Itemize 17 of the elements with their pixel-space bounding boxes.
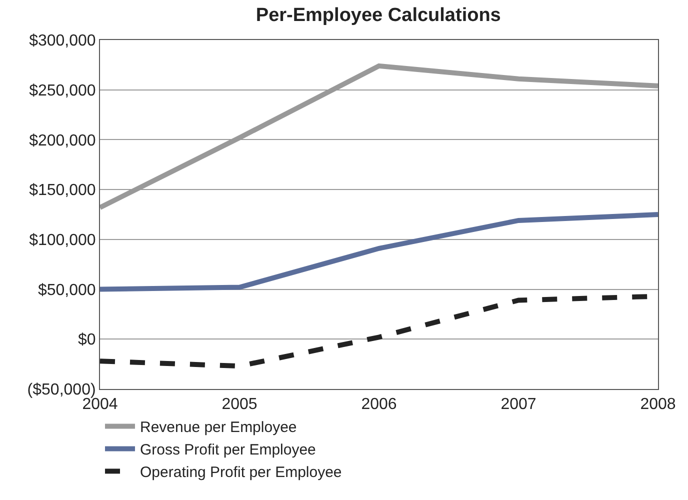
x-tick-label: 2004 xyxy=(82,396,118,414)
y-tick-label: $250,000 xyxy=(29,82,96,100)
y-tick-label: $300,000 xyxy=(29,32,96,50)
y-tick-label: $100,000 xyxy=(29,232,96,250)
x-tick-label: 2008 xyxy=(640,396,676,414)
y-tick-label: ($50,000) xyxy=(27,382,96,399)
y-tick-label: $200,000 xyxy=(29,132,96,150)
legend-label: Gross Profit per Employee xyxy=(140,442,316,459)
chart-title: Per-Employee Calculations xyxy=(256,4,501,26)
x-tick-label: 2007 xyxy=(500,396,536,414)
x-tick-label: 2006 xyxy=(361,396,397,414)
x-tick-label: 2005 xyxy=(222,396,258,414)
y-tick-label: $0 xyxy=(78,332,96,349)
y-tick-label: $150,000 xyxy=(29,182,96,200)
y-tick-label: $50,000 xyxy=(38,282,96,299)
legend-label: Revenue per Employee xyxy=(140,419,297,436)
legend-label: Operating Profit per Employee xyxy=(140,464,342,482)
